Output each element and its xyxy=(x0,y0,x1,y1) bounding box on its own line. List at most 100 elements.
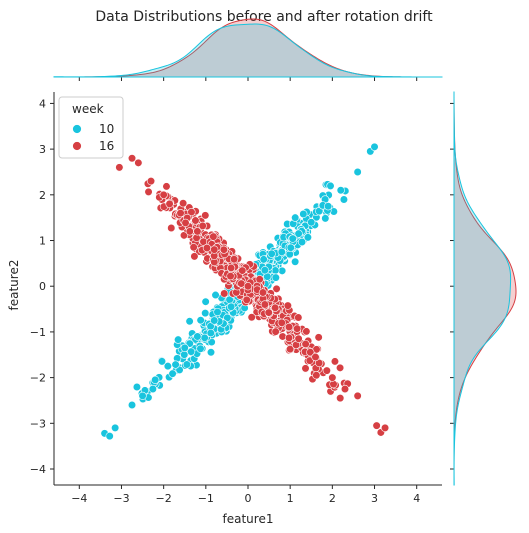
scatter-point-week-10 xyxy=(271,273,280,282)
scatter-point-week-16 xyxy=(372,421,381,430)
scatter-point-week-10 xyxy=(303,233,312,242)
y-tick-label: 0 xyxy=(39,280,46,293)
y-tick-label: −4 xyxy=(30,463,46,476)
scatter-point-week-16 xyxy=(227,263,236,273)
scatter-point-week-16 xyxy=(210,245,219,254)
scatter-point-week-10 xyxy=(201,297,210,306)
scatter-point-week-16 xyxy=(271,327,280,336)
legend: week 10 16 xyxy=(58,96,124,159)
scatter-point-week-10 xyxy=(260,266,269,275)
scatter-point-week-10 xyxy=(286,243,295,252)
scatter-point-week-10 xyxy=(193,332,202,341)
scatter-point-week-16 xyxy=(190,252,199,261)
y-axis-label: feature2 xyxy=(7,260,21,311)
scatter-point-week-16 xyxy=(167,223,176,233)
scatter-point-week-10 xyxy=(210,316,219,325)
scatter-point-week-10 xyxy=(180,343,189,353)
x-tick-label: −2 xyxy=(156,492,172,505)
x-tick-label: 4 xyxy=(413,492,420,505)
scatter-point-week-10 xyxy=(288,234,297,243)
legend-swatch-week-16 xyxy=(72,141,82,151)
scatter-point-week-10 xyxy=(163,362,172,371)
scatter-point-week-16 xyxy=(353,391,362,400)
scatter-point-week-16 xyxy=(284,333,294,342)
scatter-point-week-10 xyxy=(168,369,177,378)
scatter-point-week-16 xyxy=(322,366,331,375)
scatter-point-week-16 xyxy=(272,284,281,293)
scatter-point-week-16 xyxy=(335,363,345,372)
y-tick-label: 4 xyxy=(39,97,46,110)
scatter-point-week-16 xyxy=(162,182,171,191)
y-tick-label: 1 xyxy=(39,235,46,248)
scatter-point-week-16 xyxy=(380,423,390,432)
scatter-point-week-16 xyxy=(285,322,294,332)
scatter-point-week-10 xyxy=(339,195,349,204)
y-tick-label: −2 xyxy=(30,372,46,385)
legend-label-week-10: 10 xyxy=(99,122,114,136)
x-tick-label: 0 xyxy=(245,492,252,505)
scatter-point-week-10 xyxy=(180,350,189,359)
scatter-point-week-16 xyxy=(185,227,194,236)
scatter-point-week-10 xyxy=(278,266,287,275)
scatter-point-week-16 xyxy=(306,348,315,357)
scatter-point-week-10 xyxy=(206,348,216,357)
scatter-point-week-10 xyxy=(206,328,215,338)
scatter-point-week-16 xyxy=(247,313,256,322)
scatter-point-week-10 xyxy=(171,360,180,369)
scatter-point-week-16 xyxy=(294,313,303,322)
scatter-point-week-10 xyxy=(299,209,308,219)
chart-title: Data Distributions before and after rota… xyxy=(95,9,433,25)
right-kde-week-10 xyxy=(453,91,512,486)
scatter-point-week-16 xyxy=(229,255,239,264)
x-tick-label: 2 xyxy=(329,492,336,505)
scatter-point-week-16 xyxy=(294,334,303,343)
scatter-point-week-10 xyxy=(259,255,268,264)
scatter-point-week-16 xyxy=(144,187,153,196)
scatter-point-week-10 xyxy=(307,218,316,227)
axis-ticks: −4 −3 −2 −1 0 1 2 3 4 −4 −3 −2 −1 0 1 2 3 4 xyxy=(30,97,420,505)
scatter-point-week-10 xyxy=(324,202,333,211)
y-tick-label: 3 xyxy=(39,143,46,156)
legend-label-week-16: 16 xyxy=(99,139,114,153)
scatter-point-week-16 xyxy=(115,163,124,172)
scatter-point-week-10 xyxy=(336,186,345,195)
scatter-point-week-16 xyxy=(243,282,253,291)
scatter-point-week-16 xyxy=(238,266,247,275)
right-marginal-kde xyxy=(450,91,517,486)
scatter-point-week-16 xyxy=(176,208,185,218)
scatter-point-week-16 xyxy=(159,190,168,199)
scatter-point-week-10 xyxy=(157,357,167,366)
scatter-point-week-10 xyxy=(223,313,232,322)
scatter-point-week-16 xyxy=(315,358,324,368)
y-tick-label: −1 xyxy=(30,326,46,339)
scatter-point-week-16 xyxy=(258,288,268,297)
scatter-point-week-16 xyxy=(198,221,207,231)
scatter-point-week-16 xyxy=(311,352,320,362)
scatter-point-week-16 xyxy=(314,333,323,342)
scatter-point-week-16 xyxy=(328,373,337,382)
y-tick-label: −3 xyxy=(30,417,46,430)
scatter-point-week-10 xyxy=(185,317,194,326)
x-tick-label: 3 xyxy=(371,492,378,505)
scatter-point-week-10 xyxy=(111,423,120,432)
scatter-point-week-10 xyxy=(148,384,157,394)
scatter-point-week-16 xyxy=(277,318,286,327)
scatter-point-week-10 xyxy=(182,360,191,369)
scatter-point-week-10 xyxy=(370,142,379,151)
y-tick-label: 2 xyxy=(39,189,46,202)
scatter-point-week-16 xyxy=(302,327,311,336)
scatter-point-week-16 xyxy=(134,158,143,167)
scatter-point-week-16 xyxy=(340,384,350,394)
scatter-point-week-16 xyxy=(312,371,321,380)
scatter-point-week-16 xyxy=(264,308,273,317)
scatter-point-week-10 xyxy=(297,237,307,247)
scatter-point-week-16 xyxy=(179,199,188,208)
scatter-point-week-16 xyxy=(301,339,310,349)
x-tick-label: −4 xyxy=(71,492,87,505)
scatter-point-week-16 xyxy=(193,227,202,236)
legend-swatch-week-10 xyxy=(72,124,82,134)
scatter-point-week-16 xyxy=(191,216,200,225)
scatter-point-week-10 xyxy=(127,400,137,410)
scatter-point-week-10 xyxy=(321,214,330,223)
scatter-point-week-16 xyxy=(220,289,229,298)
